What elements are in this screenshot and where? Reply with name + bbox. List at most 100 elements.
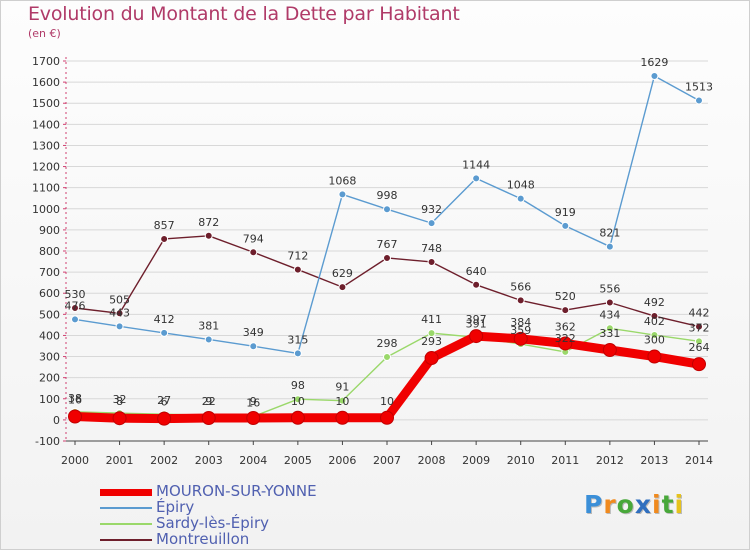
legend-label: Montreuillon [156,530,250,548]
logo-letter: i [674,490,685,519]
data-point [695,96,703,105]
y-tick-label: 800 [39,245,60,258]
data-label: 530 [65,288,86,301]
data-point [427,329,436,338]
data-label: 556 [599,283,620,296]
data-point [605,242,614,251]
data-label: 748 [421,242,442,255]
data-label: 9 [205,395,212,408]
data-label: 362 [555,320,576,333]
axes [63,57,708,445]
data-label: 712 [287,250,308,263]
x-tick-label: 2009 [462,454,490,467]
data-point [290,410,305,425]
data-label: 10 [335,395,349,408]
data-point [293,349,302,358]
data-point [650,331,659,340]
logo-letter: x [634,490,652,519]
legend-swatch [100,489,152,496]
data-point [561,306,570,315]
data-label: 442 [689,307,710,320]
y-tick-label: 400 [39,329,60,342]
data-label: 349 [243,326,264,339]
y-tick-label: 500 [39,308,60,321]
data-label: 91 [335,381,349,394]
data-point [157,411,172,426]
grid-lines [66,60,708,442]
data-point [115,322,124,331]
data-point [558,336,573,351]
x-tick-label: 2004 [239,454,267,467]
x-tick-label: 2006 [328,454,356,467]
chart-subtitle: (en €) [28,27,61,40]
y-tick-label: 1000 [32,203,60,216]
data-point [427,219,436,228]
data-point [427,257,436,266]
data-label: 412 [154,313,175,326]
y-tick-label: 1300 [32,139,60,152]
legend-swatch [100,539,152,541]
data-point [71,315,79,324]
data-label: 38 [68,392,82,405]
data-label: 10 [380,395,394,408]
data-point [605,298,614,307]
data-point [469,329,484,344]
x-tick-label: 2012 [596,454,624,467]
data-label: 520 [555,290,576,303]
data-point [380,410,394,425]
data-label: 359 [510,324,531,337]
data-point [692,357,706,372]
data-point [516,194,525,203]
data-label: 298 [377,337,398,350]
y-tick-label: 600 [39,287,60,300]
data-label: 16 [246,397,260,410]
x-tick-label: 2007 [373,454,401,467]
logo-letter: t [661,490,675,519]
data-point [650,71,659,80]
data-label: 857 [154,219,175,232]
chart-title: Evolution du Montant de la Dette par Hab… [28,3,460,25]
data-label: 505 [109,293,130,306]
x-tick-label: 2010 [507,454,535,467]
y-tick-labels: -100 0 100 200 300 400 500 600 700 800 900 1000 1100… [32,55,60,448]
x-tick-label: 2000 [61,454,89,467]
data-label: 476 [65,299,86,312]
y-tick-label: -100 [35,435,60,448]
y-tick-label: 1200 [32,161,60,174]
data-label: 331 [599,327,620,340]
data-label: 872 [198,216,219,229]
x-tick-label: 2002 [150,454,178,467]
data-label: 27 [157,394,171,407]
y-tick-label: 1600 [32,76,60,89]
logo-letter: i [652,490,662,519]
data-label: 1629 [640,56,668,69]
data-label: 794 [243,232,264,245]
data-label: 919 [555,206,576,219]
legend-swatch [100,507,152,509]
data-labels: 530 505 857 872 794 712 629 767 748 640 566 520 556 4… [65,56,714,410]
series-points [68,71,706,426]
y-tick-label: 1500 [32,97,60,110]
data-point [513,331,528,346]
data-label: 315 [287,333,308,346]
y-tick-label: 1400 [32,118,60,131]
data-label: 998 [377,189,398,202]
data-point [602,343,617,358]
data-label: 402 [644,315,665,328]
data-point [338,396,347,405]
legend-swatch [100,523,152,525]
y-tick-label: 900 [39,224,60,237]
data-label: 264 [689,341,710,354]
data-label: 434 [599,308,620,321]
data-point [160,234,169,243]
data-label: 9 [250,395,257,408]
legend-label: MOURON-SUR-YONNE [156,482,317,500]
y-tick-label: 700 [39,266,60,279]
data-point [647,349,662,364]
data-label: 22 [202,395,216,408]
data-point [112,411,127,426]
data-label: 1068 [328,174,356,187]
data-point [650,312,659,321]
